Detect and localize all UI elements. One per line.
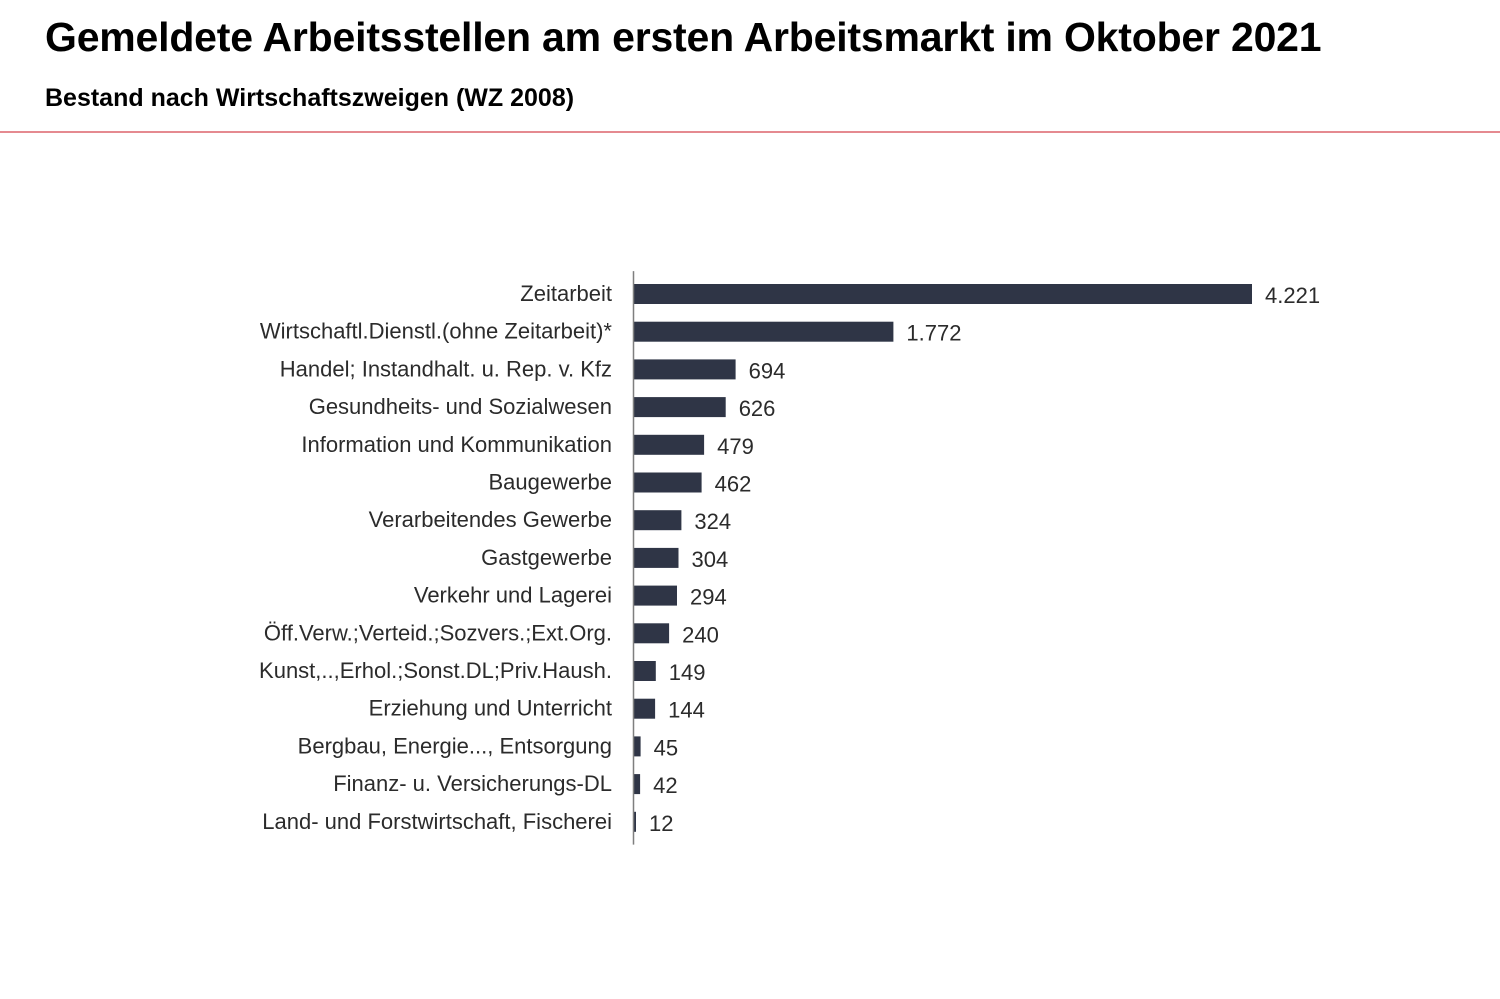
category-label: Handel; Instandhalt. u. Rep. v. Kfz: [280, 356, 612, 381]
value-label: 324: [694, 509, 731, 534]
category-label: Gastgewerbe: [481, 545, 612, 570]
value-label: 1.772: [906, 321, 961, 346]
bar: [634, 774, 641, 795]
chart-subtitle: Bestand nach Wirtschaftszweigen (WZ 2008…: [45, 84, 575, 112]
value-label: 149: [669, 660, 706, 685]
bar: [634, 585, 677, 606]
bar: [634, 547, 679, 568]
value-label: 479: [717, 434, 754, 459]
value-label: 144: [668, 698, 705, 723]
bar: [634, 434, 705, 455]
chart-title: Gemeldete Arbeitsstellen am ersten Arbei…: [45, 14, 1322, 60]
bar: [634, 736, 641, 757]
bar: [634, 397, 726, 418]
category-label: Baugewerbe: [488, 470, 612, 495]
value-labels-group: 4.221 1.772 694 626 479 462 324 304 294 240 149 144…: [649, 283, 1320, 836]
category-label: Erziehung und Unterricht: [369, 696, 612, 721]
category-label: Land- und Forstwirtschaft, Fischerei: [262, 809, 612, 834]
bar: [634, 472, 702, 493]
category-label: Zeitarbeit: [520, 281, 612, 306]
bar: [634, 661, 656, 681]
bars-group: [634, 284, 1252, 832]
bar: [634, 510, 682, 531]
category-labels-group: Zeitarbeit Wirtschaftl.Dienstl.(ohne Zeit…: [259, 281, 612, 834]
category-label: Öff.Verw.;Verteid.;Sozvers.;Ext.Org.: [264, 620, 612, 645]
bar: [634, 623, 670, 644]
bar: [634, 698, 656, 719]
category-label: Verkehr und Lagerei: [414, 583, 612, 608]
bar: [634, 284, 1252, 304]
value-label: 45: [654, 735, 678, 760]
value-label: 694: [749, 358, 786, 383]
category-label: Information und Kommunikation: [301, 432, 612, 457]
category-label: Gesundheits- und Sozialwesen: [309, 394, 612, 419]
value-label: 462: [715, 472, 752, 497]
value-label: 4.221: [1265, 283, 1320, 308]
category-label: Finanz- u. Versicherungs-DL: [333, 771, 612, 796]
value-label: 626: [739, 396, 776, 421]
category-label: Bergbau, Energie..., Entsorgung: [298, 733, 612, 758]
value-label: 12: [649, 811, 673, 836]
value-label: 42: [653, 773, 677, 798]
bar: [634, 359, 736, 380]
header-divider: [0, 131, 1500, 133]
value-label: 240: [682, 622, 719, 647]
value-label: 294: [690, 585, 727, 610]
bar: [634, 321, 894, 342]
bar: [634, 811, 636, 832]
category-label: Kunst,..,Erhol.;Sonst.DL;Priv.Haush.: [259, 658, 612, 683]
category-label: Wirtschaftl.Dienstl.(ohne Zeitarbeit)*: [260, 319, 613, 344]
category-label: Verarbeitendes Gewerbe: [369, 507, 612, 532]
value-label: 304: [692, 547, 729, 572]
